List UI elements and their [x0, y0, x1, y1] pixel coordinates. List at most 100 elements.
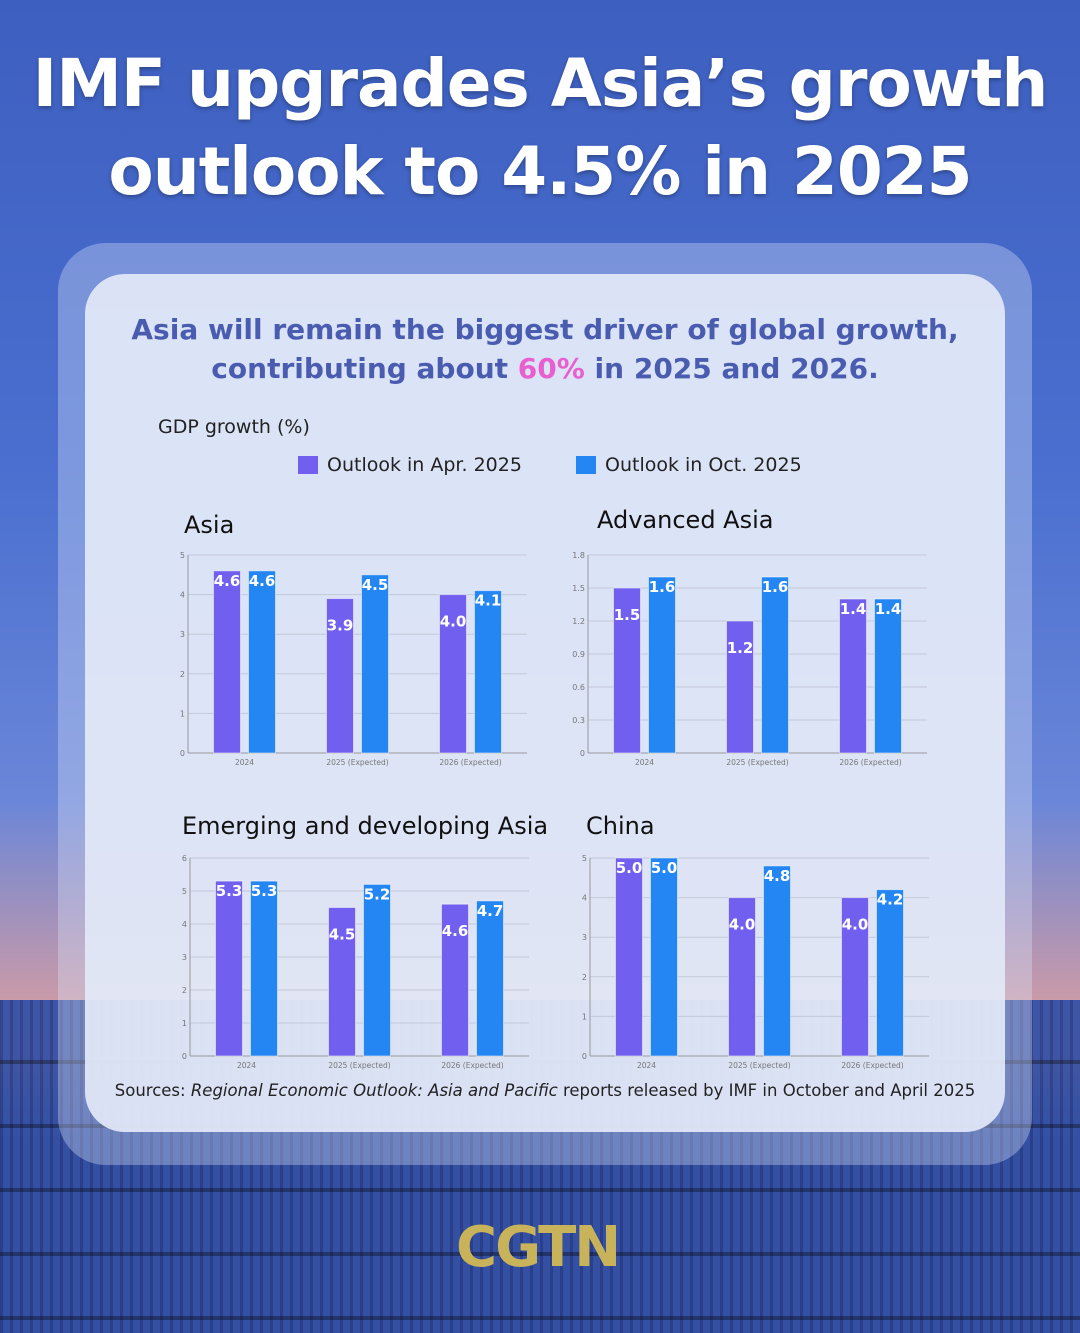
y-tick-label: 2: [182, 986, 187, 995]
data-label: 4.2: [877, 891, 904, 909]
source-post: reports released by IMF in October and A…: [557, 1081, 976, 1100]
bar: [876, 889, 904, 1057]
subtitle: Asia will remain the biggest driver of g…: [85, 310, 1005, 388]
data-label: 4.6: [214, 572, 241, 590]
subtitle-line1: Asia will remain the biggest driver of g…: [131, 313, 959, 346]
x-tick-label: 2026 (Expected): [839, 758, 901, 767]
data-label: 4.0: [440, 613, 467, 631]
chart-asia: 0 1 2 3 4 5 2024 4.6 4.6 2025 (Expected) 3.9 4.5 202…: [180, 551, 527, 767]
y-tick-label: 0: [180, 749, 185, 758]
x-tick-label: 2024: [237, 1061, 256, 1070]
legend-oct: Outlook in Oct. 2025: [576, 454, 802, 476]
bar: [248, 570, 276, 754]
bar: [361, 574, 389, 754]
y-axis-label: GDP growth (%): [158, 416, 310, 438]
y-tick-label: 0.6: [572, 683, 585, 692]
source-pre: Sources:: [114, 1081, 191, 1100]
x-tick-label: 2026 (Expected): [841, 1061, 903, 1070]
subtitle-line2: contributing about 60% in 2025 and 2026.: [85, 349, 1005, 388]
x-tick-label: 2026 (Expected): [439, 758, 501, 767]
chart-china: 0 1 2 3 4 5 2024 5.0 5.0 2025 (Expected) 4.0 4.8 202…: [582, 854, 929, 1070]
legend-label: Outlook in Oct. 2025: [605, 454, 802, 476]
x-tick-label: 2025 (Expected): [728, 1061, 790, 1070]
bar: [326, 598, 354, 754]
bar: [215, 880, 243, 1057]
bar: [250, 880, 278, 1057]
y-tick-label: 3: [582, 933, 587, 942]
y-tick-label: 5: [180, 551, 185, 560]
cgtn-logo: CGTN: [456, 1215, 621, 1280]
y-tick-label: 5: [182, 887, 187, 896]
data-label: 1.4: [875, 600, 902, 618]
bar: [874, 598, 902, 754]
bar: [650, 857, 678, 1057]
data-label: 1.6: [762, 578, 789, 596]
bar: [613, 587, 641, 754]
bar: [328, 907, 356, 1057]
legend-swatch-apr: [298, 456, 318, 474]
data-label: 1.5: [614, 606, 641, 624]
bar: [441, 903, 469, 1057]
x-tick-label: 2024: [235, 758, 254, 767]
y-tick-label: 1: [182, 1019, 187, 1028]
y-tick-label: 0.3: [572, 716, 585, 725]
x-tick-label: 2025 (Expected): [328, 1061, 390, 1070]
chart-title-emerging-asia: Emerging and developing Asia: [182, 812, 549, 840]
x-tick-label: 2024: [635, 758, 654, 767]
bar: [728, 897, 756, 1057]
data-label: 1.4: [840, 600, 867, 618]
data-label: 1.2: [727, 639, 754, 657]
legend-swatch-oct: [576, 456, 596, 474]
data-label: 1.6: [649, 578, 676, 596]
y-tick-label: 5: [582, 854, 587, 863]
y-tick-label: 0.9: [572, 650, 585, 659]
data-label: 5.3: [251, 882, 278, 900]
legend-apr: Outlook in Apr. 2025: [298, 454, 522, 476]
chart-advanced-asia: 0 0.3 0.6 0.9 1.2 1.5 1.8 2024 1.5 1.6 2025 (Expec…: [572, 551, 927, 767]
data-label: 4.0: [842, 916, 869, 934]
y-tick-label: 1.5: [572, 584, 585, 593]
chart-title-asia: Asia: [184, 511, 235, 539]
data-label: 4.5: [329, 926, 356, 944]
y-tick-label: 4: [182, 920, 187, 929]
chart-title-china: China: [586, 812, 655, 840]
bar: [213, 570, 241, 754]
y-tick-label: 1.2: [572, 617, 585, 626]
y-tick-label: 0: [582, 1052, 587, 1061]
data-label: 4.6: [249, 572, 276, 590]
chart-emerging-asia: 0 1 2 3 4 5 6 2024 5.3 5.3 2025 (Expected) 4.5 5.2 20…: [182, 854, 529, 1070]
y-tick-label: 2: [582, 973, 587, 982]
bar: [839, 598, 867, 754]
data-label: 4.5: [362, 576, 389, 594]
y-tick-label: 3: [180, 630, 185, 639]
x-tick-label: 2025 (Expected): [726, 758, 788, 767]
data-label: 5.0: [651, 859, 678, 877]
y-tick-label: 6: [182, 854, 187, 863]
subtitle-text: contributing about: [211, 352, 518, 385]
data-label: 4.0: [729, 916, 756, 934]
subtitle-text: in 2025 and 2026.: [584, 352, 879, 385]
chart-title-advanced-asia: Advanced Asia: [597, 506, 774, 534]
x-tick-label: 2024: [637, 1061, 656, 1070]
data-label: 4.8: [764, 867, 791, 885]
data-label: 4.6: [442, 922, 469, 940]
bar: [726, 620, 754, 754]
data-label: 5.2: [364, 885, 391, 903]
data-label: 3.9: [327, 617, 354, 635]
source-note: Sources: Regional Economic Outlook: Asia…: [85, 1081, 1005, 1100]
headline: IMF upgrades Asia’s growth outlook to 4.…: [32, 45, 1049, 210]
bar: [363, 883, 391, 1057]
x-tick-label: 2025 (Expected): [326, 758, 388, 767]
y-tick-label: 4: [582, 894, 587, 903]
data-label: 5.0: [616, 859, 643, 877]
y-tick-label: 1: [180, 709, 185, 718]
bar: [841, 897, 869, 1057]
bar: [763, 865, 791, 1057]
bar: [761, 576, 789, 754]
bar: [615, 857, 643, 1057]
bar: [648, 576, 676, 754]
data-label: 4.1: [475, 592, 502, 610]
y-tick-label: 3: [182, 953, 187, 962]
x-tick-label: 2026 (Expected): [441, 1061, 503, 1070]
y-tick-label: 4: [180, 591, 185, 600]
